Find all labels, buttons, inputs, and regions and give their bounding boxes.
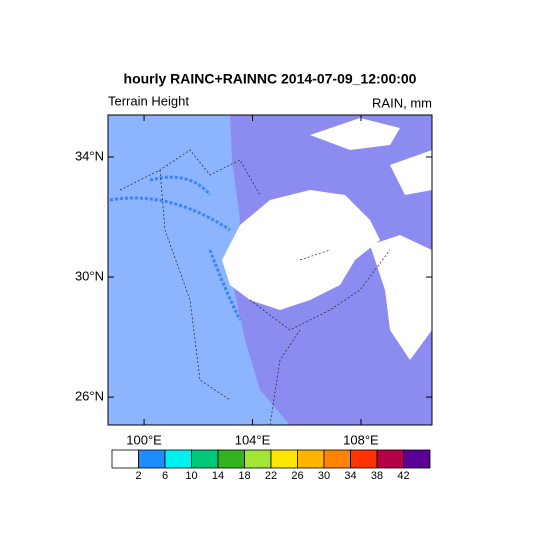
lat-tick-label: 26°N — [75, 389, 104, 404]
lat-tick-label: 30°N — [75, 268, 104, 283]
colorbar-label: 6 — [162, 470, 168, 482]
colorbar-box — [217, 449, 245, 469]
no-rain-area — [222, 190, 380, 310]
colorbar-box — [323, 449, 351, 469]
colorbar-label: 14 — [212, 470, 224, 482]
province-borders — [119, 149, 391, 426]
colorbar-box — [270, 449, 298, 469]
colorbar-label: 34 — [344, 470, 356, 482]
light-rain-streaks — [109, 175, 242, 321]
colorbar-box — [297, 449, 325, 469]
colorbar-label: 18 — [238, 470, 250, 482]
colorbar-label: 22 — [265, 470, 277, 482]
colorbar-box — [111, 449, 139, 469]
left-string: Terrain Height — [108, 93, 189, 108]
lon-tick-label: 104°E — [235, 432, 271, 447]
map-frame — [107, 114, 433, 426]
colorbar-box — [244, 449, 272, 469]
colorbar-label: 38 — [371, 470, 383, 482]
colorbar-box — [403, 449, 431, 469]
lon-tick-label: 108°E — [343, 432, 379, 447]
colorbar-label: 26 — [291, 470, 303, 482]
lat-tick-label: 34°N — [75, 148, 104, 163]
title: hourly RAINC+RAINNC 2014-07-09_12:00:00 — [124, 71, 417, 87]
map-field — [107, 114, 433, 426]
colorbar-box — [164, 449, 192, 469]
colorbar-box — [138, 449, 166, 469]
colorbar-box — [376, 449, 404, 469]
no-rain-area — [310, 118, 432, 360]
colorbar-label: 42 — [397, 470, 409, 482]
right-string: RAIN, mm — [372, 95, 432, 110]
colorbar-box — [350, 449, 378, 469]
colorbar-label: 30 — [318, 470, 330, 482]
colorbar-label: 2 — [135, 470, 141, 482]
colorbar-box — [191, 449, 219, 469]
colorbar-label: 10 — [185, 470, 197, 482]
lon-tick-label: 100°E — [126, 432, 162, 447]
